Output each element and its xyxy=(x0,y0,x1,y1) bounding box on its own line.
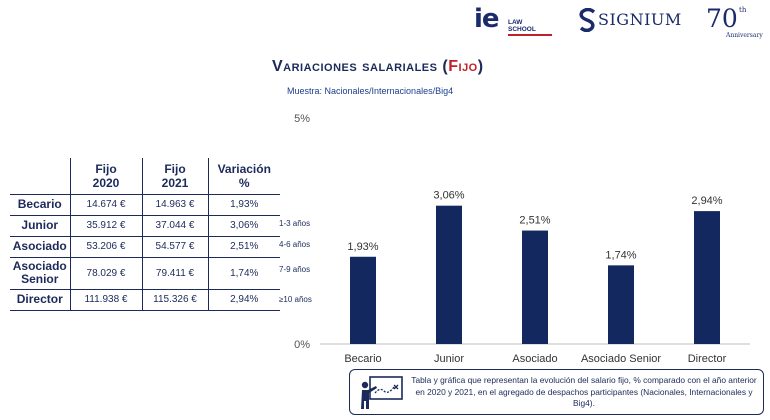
cell-fijo-2020: 14.674 € xyxy=(69,193,142,216)
cell-fijo-2021: 37.044 € xyxy=(141,215,208,237)
salary-variation-bar-chart: 5% 0% 1,93% Becario 3,06% Junior 2,51% Asociado… xyxy=(294,113,750,365)
y-tick-label: 5% xyxy=(294,113,310,125)
anniversary-word: Anniversary xyxy=(726,32,763,39)
category-label: Director xyxy=(688,353,727,365)
title-main: Variaciones salariales ( xyxy=(272,58,449,75)
ie-law-school-logo: ie LAW SCHOOL xyxy=(474,4,554,36)
row-label: Director xyxy=(10,289,70,311)
page-title: Variaciones salariales (Fijo) xyxy=(272,58,484,76)
title-end: ) xyxy=(477,58,484,75)
years-label-director: ≥10 años xyxy=(279,295,312,304)
caption-box: Tabla y gráfica que representan la evolu… xyxy=(349,369,764,415)
table-row: Becario 14.674 € 14.963 € 1,93% xyxy=(10,193,280,216)
cell-fijo-2021: 115.326 € xyxy=(141,289,208,311)
salary-table: Fijo 2020 Fijo 2021 Variación % Becario … xyxy=(10,158,280,311)
category-label: Asociado xyxy=(512,353,557,365)
table-row: Director 111.938 € 115.326 € 2,94% xyxy=(10,289,280,311)
y-tick-label: 0% xyxy=(294,339,310,351)
row-label: Asociado xyxy=(10,236,70,258)
category-label: Asociado Senior xyxy=(581,353,661,365)
bar xyxy=(436,205,462,344)
table-row: Asociado 53.206 € 54.577 € 2,51% xyxy=(10,236,280,258)
signium-text: SIGNIUM xyxy=(598,10,682,29)
cell-fijo-2021: 14.963 € xyxy=(141,193,208,216)
table-row: Junior 35.912 € 37.044 € 3,06% xyxy=(10,215,280,237)
signium-logo: SIGNIUM xyxy=(578,8,698,32)
anniversary-logo: 70 th Anniversary xyxy=(706,4,766,39)
ie-mark: ie xyxy=(474,4,500,34)
anniversary-number: 70 xyxy=(706,4,738,33)
header-fijo-2020: Fijo 2020 xyxy=(69,158,142,194)
anniversary-suffix: th xyxy=(739,6,747,14)
row-label: Junior xyxy=(10,215,70,237)
years-label-asociado: 4-6 años xyxy=(279,240,311,249)
cell-variacion: 2,94% xyxy=(207,289,280,311)
title-accent: Fijo xyxy=(448,58,478,75)
corner-cell xyxy=(10,158,70,194)
presenter-board-icon xyxy=(361,376,403,409)
ie-law-school-text: LAW SCHOOL xyxy=(508,19,552,36)
cell-variacion: 1,74% xyxy=(207,257,280,290)
sample-subtitle: Muestra: Nacionales/Internacionales/Big4 xyxy=(287,86,454,96)
header-variacion: Variación % xyxy=(207,158,280,194)
cell-fijo-2020: 78.029 € xyxy=(69,257,142,290)
bar xyxy=(608,265,634,344)
data-label: 2,94% xyxy=(691,195,722,207)
bar xyxy=(522,230,548,344)
cell-fijo-2021: 79.411 € xyxy=(141,257,208,290)
cell-fijo-2020: 111.938 € xyxy=(69,289,142,311)
data-label: 2,51% xyxy=(519,215,550,227)
cell-variacion: 1,93% xyxy=(207,193,280,216)
cell-variacion: 3,06% xyxy=(207,215,280,237)
data-label: 3,06% xyxy=(433,190,464,202)
cell-fijo-2021: 54.577 € xyxy=(141,236,208,258)
data-label: 1,74% xyxy=(605,249,636,261)
row-label: Becario xyxy=(10,193,70,216)
category-label: Becario xyxy=(344,353,381,365)
header-fijo-2021-label: Fijo 2021 xyxy=(161,161,189,190)
header-fijo-2021: Fijo 2021 xyxy=(141,158,208,194)
bar xyxy=(694,211,720,344)
cell-variacion: 2,51% xyxy=(207,236,280,258)
data-label: 1,93% xyxy=(347,241,378,253)
header-variacion-label: Variación % xyxy=(217,161,271,190)
years-label-asociado-senior: 7-9 años xyxy=(279,265,311,274)
caption-text: Tabla y gráfica que representan la evolu… xyxy=(411,375,757,408)
cell-fijo-2020: 35.912 € xyxy=(69,215,142,237)
cell-fijo-2020: 53.206 € xyxy=(69,236,142,258)
table-row: Asociado Senior 78.029 € 79.411 € 1,74% xyxy=(10,257,280,290)
category-label: Junior xyxy=(434,353,464,365)
years-label-junior: 1-3 años xyxy=(279,219,311,228)
bar xyxy=(350,256,376,344)
signium-s-icon xyxy=(579,8,596,32)
row-label: Asociado Senior xyxy=(10,257,70,290)
header-fijo-2020-label: Fijo 2020 xyxy=(92,161,120,190)
